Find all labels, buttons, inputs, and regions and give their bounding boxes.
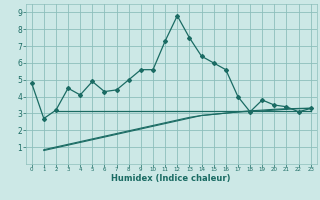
X-axis label: Humidex (Indice chaleur): Humidex (Indice chaleur): [111, 174, 231, 183]
